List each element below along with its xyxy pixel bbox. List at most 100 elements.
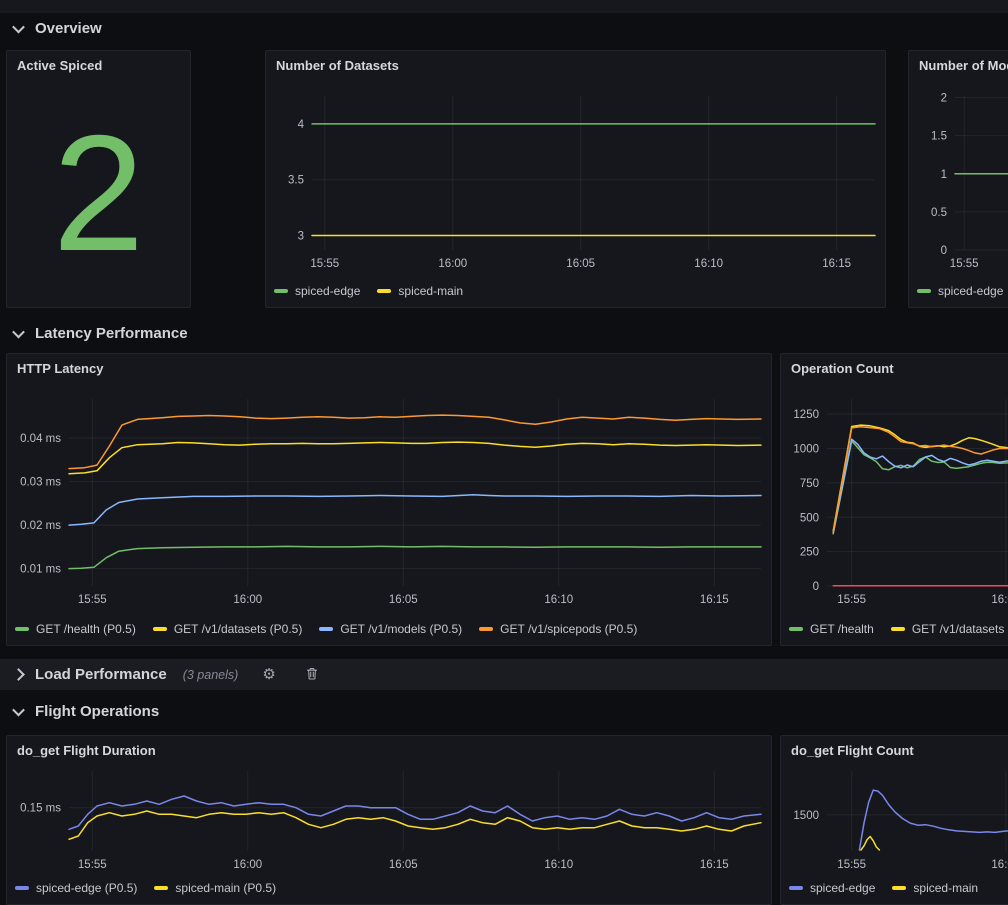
section-title: Latency Performance xyxy=(35,325,188,342)
panel-title[interactable]: do_get Flight Duration xyxy=(7,736,771,761)
stat-display: 2 xyxy=(7,79,190,307)
legend-item[interactable]: spiced-edge xyxy=(274,284,360,298)
chevron-down-icon xyxy=(12,704,25,717)
panel-http-latency: HTTP Latency 15:5516:0016:0516:1016:150.… xyxy=(6,353,772,646)
svg-text:16:15: 16:15 xyxy=(700,859,729,871)
section-row-latency-performance[interactable]: Latency Performance xyxy=(0,318,1008,349)
svg-text:16:00: 16:00 xyxy=(991,594,1008,606)
svg-text:3: 3 xyxy=(298,231,304,243)
svg-text:16:15: 16:15 xyxy=(822,258,851,270)
svg-text:3.5: 3.5 xyxy=(288,175,304,187)
svg-text:16:00: 16:00 xyxy=(991,859,1008,871)
legend-swatch xyxy=(789,886,803,890)
panel-count-label: (3 panels) xyxy=(183,668,239,682)
panel-number-of-models: Number of Models 15:5500.511.52 spiced-e… xyxy=(908,50,1008,308)
flight-duration-legend: spiced-edge (P0.5) spiced-main (P0.5) xyxy=(7,880,771,904)
svg-text:0.02 ms: 0.02 ms xyxy=(20,520,61,532)
legend-swatch xyxy=(377,289,391,293)
legend-item[interactable]: GET /v1/spicepods (P0.5) xyxy=(479,622,637,636)
legend-item[interactable]: spiced-main xyxy=(377,284,463,298)
svg-text:16:00: 16:00 xyxy=(438,258,467,270)
panel-title[interactable]: Active Spiced xyxy=(7,51,190,79)
svg-text:500: 500 xyxy=(800,513,819,525)
http-latency-legend: GET /health (P0.5) GET /v1/datasets (P0.5… xyxy=(7,621,771,645)
legend-item[interactable]: GET /v1/datasets (P0.5) xyxy=(153,622,303,636)
svg-text:4: 4 xyxy=(298,119,305,131)
chevron-down-icon xyxy=(12,21,25,34)
section-title: Overview xyxy=(35,20,102,37)
trash-icon xyxy=(306,667,318,683)
svg-text:0.03 ms: 0.03 ms xyxy=(20,477,61,489)
legend-swatch xyxy=(789,627,803,631)
svg-text:1.5: 1.5 xyxy=(931,131,947,143)
legend-swatch xyxy=(154,886,168,890)
operation-count-chart[interactable]: 15:5516:00025050075010001250 xyxy=(781,379,1008,621)
panel-operation-count: Operation Count 15:5516:0002505007501000… xyxy=(780,353,1008,646)
svg-text:16:00: 16:00 xyxy=(233,594,262,606)
legend-swatch xyxy=(891,627,905,631)
legend-swatch xyxy=(917,289,931,293)
svg-text:16:10: 16:10 xyxy=(544,594,573,606)
panel-title[interactable]: Number of Datasets xyxy=(266,51,885,76)
legend-swatch xyxy=(892,886,906,890)
svg-text:15:55: 15:55 xyxy=(950,258,979,270)
legend-item[interactable]: GET /health (P0.5) xyxy=(15,622,136,636)
legend-item[interactable]: spiced-main xyxy=(892,881,978,895)
svg-text:1000: 1000 xyxy=(793,444,819,456)
section-row-load-performance[interactable]: Load Performance (3 panels) ⚙ xyxy=(0,659,1008,690)
panel-title[interactable]: Operation Count xyxy=(781,354,1008,379)
flight-duration-chart[interactable]: 15:5516:0016:0516:1016:150.15 ms xyxy=(7,761,771,880)
svg-text:16:10: 16:10 xyxy=(544,859,573,871)
svg-text:0.5: 0.5 xyxy=(931,207,947,219)
svg-text:15:55: 15:55 xyxy=(837,859,866,871)
stat-value: 2 xyxy=(53,119,145,268)
panel-active-spiced: Active Spiced 2 xyxy=(6,50,191,308)
legend-swatch xyxy=(15,627,29,631)
legend-item[interactable]: spiced-edge (P0.5) xyxy=(15,881,137,895)
section-row-overview[interactable]: Overview xyxy=(0,13,1008,44)
legend-item[interactable]: spiced-edge xyxy=(789,881,875,895)
svg-text:15:55: 15:55 xyxy=(78,859,107,871)
datasets-chart[interactable]: 15:5516:0016:0516:1016:1533.54 xyxy=(266,76,885,283)
svg-text:2: 2 xyxy=(941,93,947,105)
svg-text:1250: 1250 xyxy=(793,409,819,421)
svg-text:1500: 1500 xyxy=(793,810,819,822)
svg-text:250: 250 xyxy=(800,547,819,559)
panel-do-get-flight-count: do_get Flight Count 15:55 16:00 1500 spice… xyxy=(780,735,1008,905)
svg-text:16:05: 16:05 xyxy=(389,594,418,606)
top-bar xyxy=(0,0,1008,13)
http-latency-chart[interactable]: 15:5516:0016:0516:1016:150.01 ms0.02 ms0… xyxy=(7,379,771,621)
svg-text:16:05: 16:05 xyxy=(389,859,418,871)
panel-title[interactable]: Number of Models xyxy=(909,51,1008,76)
legend-item[interactable]: GET /v1/models (P0.5) xyxy=(319,622,462,636)
gear-icon: ⚙ xyxy=(262,667,275,682)
legend-swatch xyxy=(274,289,288,293)
row-settings-button[interactable]: ⚙ xyxy=(256,665,281,684)
datasets-legend: spiced-edge spiced-main xyxy=(266,283,885,307)
legend-swatch xyxy=(153,627,167,631)
operation-count-legend: GET /healthGET /v1/datasetsGET /v1/model… xyxy=(781,621,1008,645)
svg-text:15:55: 15:55 xyxy=(78,594,107,606)
svg-text:16:00: 16:00 xyxy=(233,859,262,871)
panel-title[interactable]: do_get Flight Count xyxy=(781,736,1008,761)
flight-count-legend: spiced-edge spiced-main xyxy=(781,880,1008,904)
legend-item[interactable]: GET /health xyxy=(789,622,874,636)
flight-count-chart[interactable]: 15:55 16:00 1500 xyxy=(781,761,1008,880)
svg-text:0.01 ms: 0.01 ms xyxy=(20,564,61,576)
svg-text:16:10: 16:10 xyxy=(694,258,723,270)
svg-text:0.04 ms: 0.04 ms xyxy=(20,433,61,445)
legend-item[interactable]: GET /v1/datasets xyxy=(891,622,1005,636)
panel-do-get-flight-duration: do_get Flight Duration 15:55 16:00 16:05 16… xyxy=(6,735,772,905)
legend-swatch xyxy=(15,886,29,890)
svg-text:0: 0 xyxy=(813,581,819,593)
legend-item[interactable]: spiced-edge xyxy=(917,284,1003,298)
panel-title[interactable]: HTTP Latency xyxy=(7,354,771,379)
legend-swatch xyxy=(319,627,333,631)
row-delete-button[interactable] xyxy=(300,665,324,685)
panel-number-of-datasets: Number of Datasets 15:5516:0016:0516:101… xyxy=(265,50,886,308)
svg-text:15:55: 15:55 xyxy=(837,594,866,606)
section-row-flight-operations[interactable]: Flight Operations xyxy=(0,696,1008,727)
models-chart[interactable]: 15:5500.511.52 xyxy=(909,76,1008,283)
section-title: Flight Operations xyxy=(35,703,159,720)
legend-item[interactable]: spiced-main (P0.5) xyxy=(154,881,276,895)
